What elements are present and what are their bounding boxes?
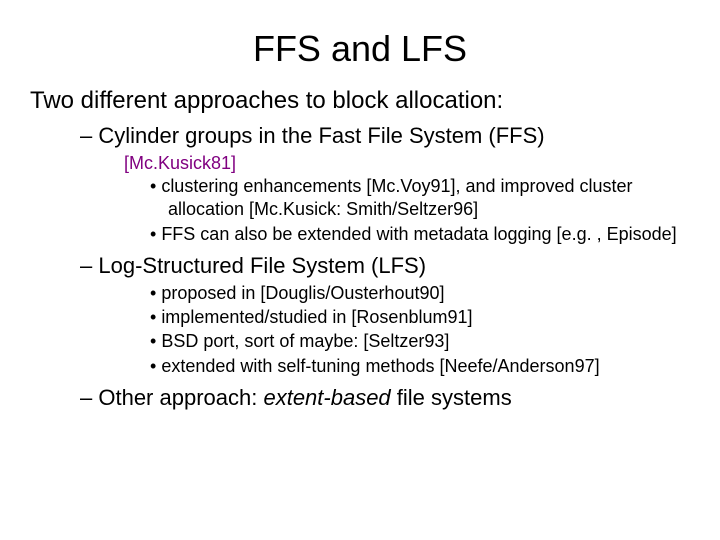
bullet-ffs-sub2: FFS can also be extended with metadata l… (150, 223, 690, 246)
bullet-lfs-sub4: extended with self-tuning methods [Neefe… (150, 355, 690, 378)
other-suffix: file systems (391, 385, 512, 410)
bullet-lfs-sub2: implemented/studied in [Rosenblum91] (150, 306, 690, 329)
bullet-ffs: Cylinder groups in the Fast File System … (80, 122, 690, 150)
slide-title: FFS and LFS (30, 28, 690, 70)
bullet-ffs-sub1: clustering enhancements [Mc.Voy91], and … (150, 175, 690, 222)
other-prefix: Other approach: (98, 385, 263, 410)
slide: FFS and LFS Two different approaches to … (0, 0, 720, 540)
bullet-other: Other approach: extent-based file system… (80, 384, 690, 412)
bullet-lfs-sub1: proposed in [Douglis/Ousterhout90] (150, 282, 690, 305)
other-italic: extent-based (263, 385, 390, 410)
bullet-lfs: Log-Structured File System (LFS) (80, 252, 690, 280)
bullet-lfs-sub3: BSD port, sort of maybe: [Seltzer93] (150, 330, 690, 353)
citation-ffs: [Mc.Kusick81] (124, 152, 690, 175)
intro-text: Two different approaches to block alloca… (30, 86, 690, 116)
